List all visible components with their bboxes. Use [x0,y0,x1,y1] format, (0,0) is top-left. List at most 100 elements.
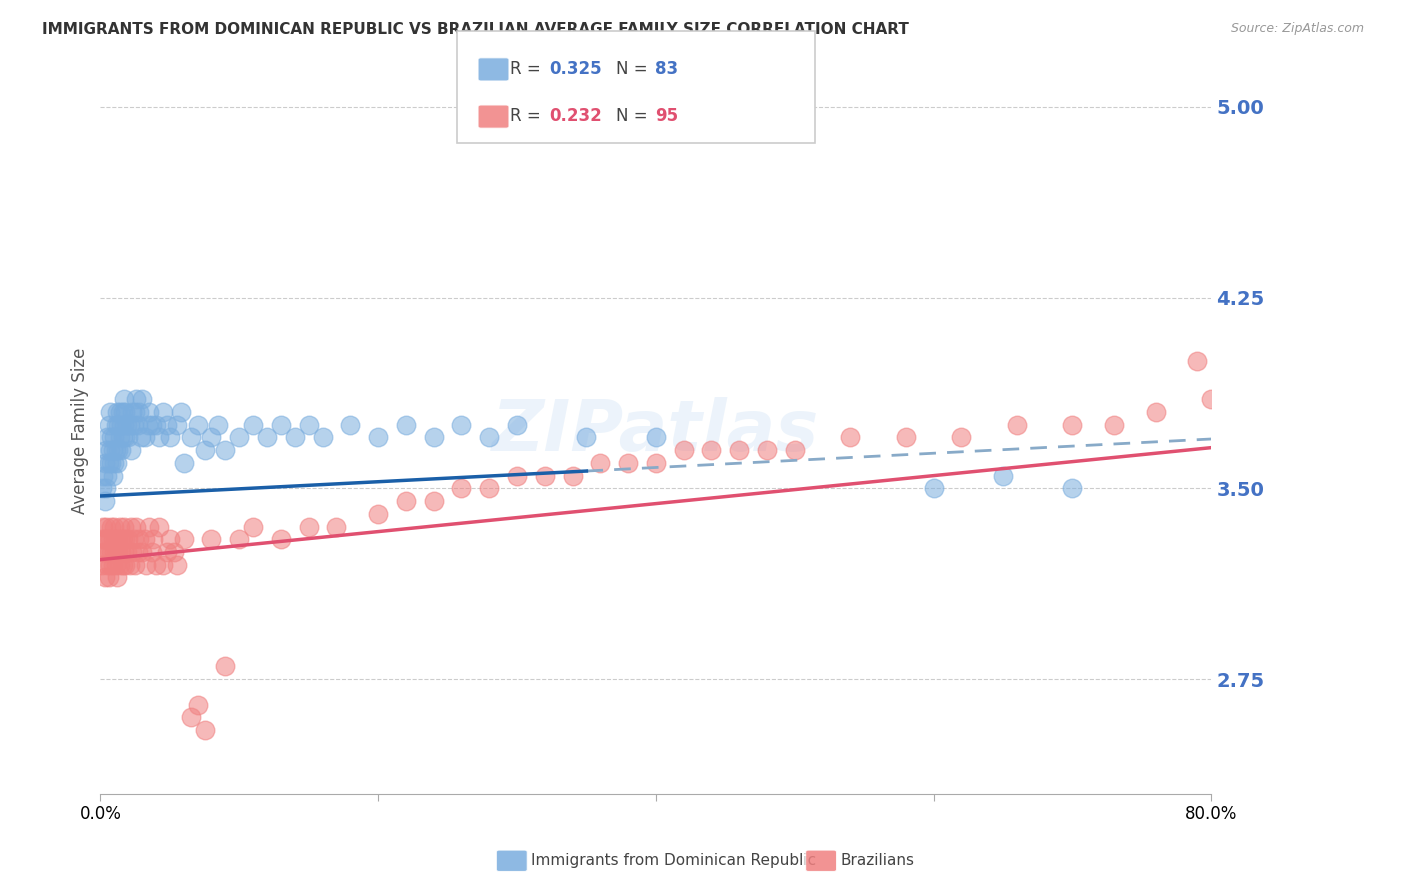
Point [93,533,115,547]
Point [105,456,128,470]
Point [103,545,125,559]
Point [395,417,418,432]
Point [270,417,292,432]
Point [98,443,121,458]
Point [101,468,124,483]
Point [112,545,135,559]
Point [1144,405,1167,419]
Point [506,417,529,432]
Point [91,545,114,559]
Point [367,507,389,521]
Point [672,443,695,458]
Point [163,545,186,559]
Point [145,558,167,572]
Point [991,468,1014,483]
Point [478,430,501,444]
Text: N =: N = [616,107,652,125]
Point [111,430,134,444]
Point [129,430,152,444]
Point [193,723,215,737]
Point [159,430,181,444]
Point [115,545,138,559]
Point [193,443,215,458]
Point [156,545,179,559]
Text: Source: ZipAtlas.com: Source: ZipAtlas.com [1230,22,1364,36]
Point [107,533,129,547]
Point [114,430,136,444]
Point [105,545,128,559]
Point [700,443,723,458]
Point [783,443,806,458]
Point [112,519,135,533]
Point [138,405,160,419]
Point [94,443,117,458]
Point [148,430,170,444]
Text: ZIPatlas: ZIPatlas [492,397,820,466]
Point [108,430,131,444]
Point [644,456,666,470]
Point [367,430,389,444]
Point [124,558,146,572]
Point [100,456,122,470]
Point [100,430,122,444]
Point [90,533,112,547]
Point [187,417,209,432]
Point [114,533,136,547]
Point [117,430,139,444]
Point [96,430,118,444]
Point [200,533,222,547]
Point [450,417,472,432]
Point [284,430,307,444]
Point [128,533,150,547]
Point [100,545,122,559]
Point [91,519,114,533]
Point [107,443,129,458]
Point [450,481,472,495]
Point [118,417,141,432]
Point [94,481,117,495]
Point [127,417,149,432]
Text: R =: R = [510,107,547,125]
Point [90,481,112,495]
Y-axis label: Average Family Size: Average Family Size [72,348,89,515]
Text: R =: R = [510,60,547,78]
Point [136,417,159,432]
Point [96,468,118,483]
Point [114,405,136,419]
Point [214,443,236,458]
Point [104,417,127,432]
Point [107,545,129,559]
Point [173,456,195,470]
Point [111,405,134,419]
Point [298,519,321,533]
Point [145,417,167,432]
Point [533,468,555,483]
Point [187,698,209,712]
Point [108,405,131,419]
Point [325,519,347,533]
Point [339,417,361,432]
Point [115,417,138,432]
Point [166,417,188,432]
Point [98,533,121,547]
Point [96,558,118,572]
Point [103,519,125,533]
Point [589,456,612,470]
Point [104,558,127,572]
Point [125,519,148,533]
Point [839,430,862,444]
Point [207,417,229,432]
Point [148,519,170,533]
Point [131,545,153,559]
Point [950,430,973,444]
Point [152,558,174,572]
Point [395,494,418,508]
Point [478,481,501,495]
Point [122,533,145,547]
Point [138,519,160,533]
Point [104,443,127,458]
Point [108,519,131,533]
Point [101,533,124,547]
Point [242,519,264,533]
Point [156,417,179,432]
